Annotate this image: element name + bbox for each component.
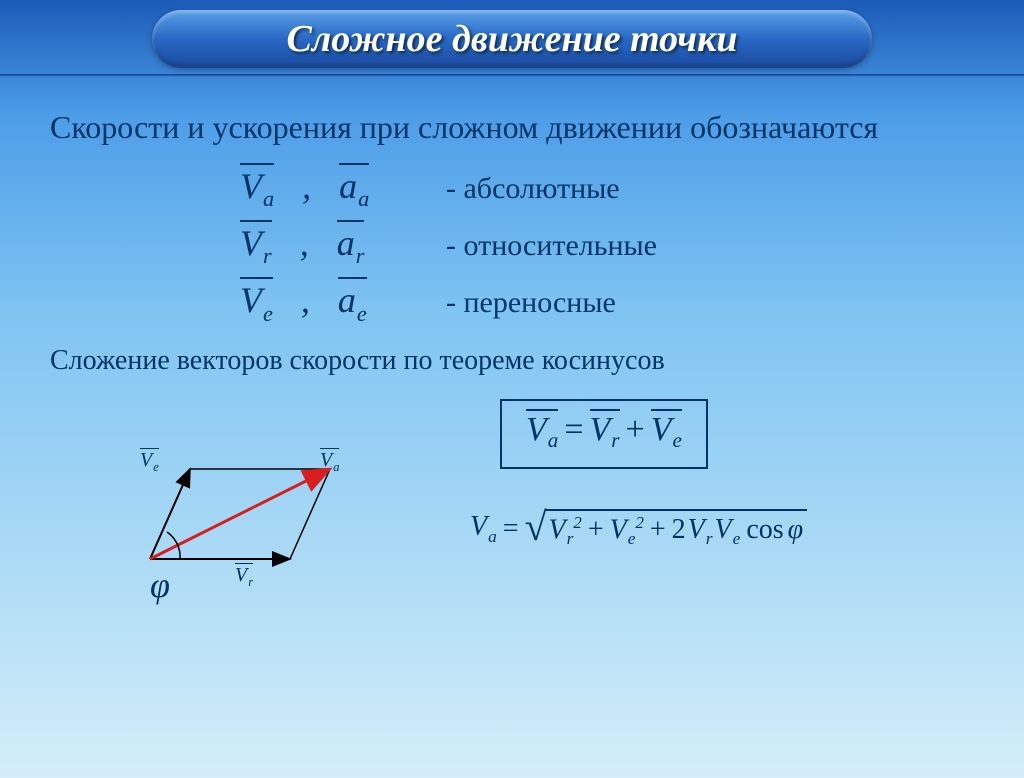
definition-label: - переносные: [446, 286, 616, 320]
label-va: Va: [320, 449, 339, 475]
bottom-area: Ve Va Vr φ Va = Vr + Ve Va = √ Vr2 + Ve2…: [50, 399, 984, 619]
parallelogram-svg: [90, 409, 350, 589]
definition-row: Va, aa - абсолютные: [240, 165, 984, 212]
label-phi: φ: [150, 564, 170, 606]
symbol-ve: Ve: [240, 279, 273, 326]
title-bar: Сложное движение точки: [152, 10, 872, 68]
definitions-block: Va, aa - абсолютные Vr, ar - относительн…: [240, 165, 984, 327]
symbol-ar: ar: [337, 222, 365, 269]
symbol-va: Va: [240, 165, 274, 212]
equation-magnitude: Va = √ Vr2 + Ve2 + 2 Vr Ve cos φ: [470, 509, 807, 550]
symbol-vr: Vr: [240, 222, 272, 269]
content-area: Скорости и ускорения при сложном движени…: [0, 77, 1024, 619]
symbol-ae: ae: [338, 279, 367, 326]
definition-label: - относительные: [446, 229, 657, 263]
symbol-aa: aa: [339, 165, 369, 212]
label-vr: Vr: [235, 564, 253, 590]
subtitle-text: Скорости и ускорения при сложном движени…: [50, 107, 984, 147]
label-ve: Ve: [140, 449, 159, 475]
definition-label: - абсолютные: [446, 172, 620, 206]
definition-row: Vr, ar - относительные: [240, 222, 984, 269]
theorem-text: Сложение векторов скорости по теореме ко…: [50, 345, 984, 377]
slide-title: Сложное движение точки: [286, 17, 737, 61]
definition-row: Ve, ae - переносные: [240, 279, 984, 326]
vector-diagram: Ve Va Vr φ: [90, 409, 350, 589]
equation-vector-sum: Va = Vr + Ve: [500, 399, 708, 470]
